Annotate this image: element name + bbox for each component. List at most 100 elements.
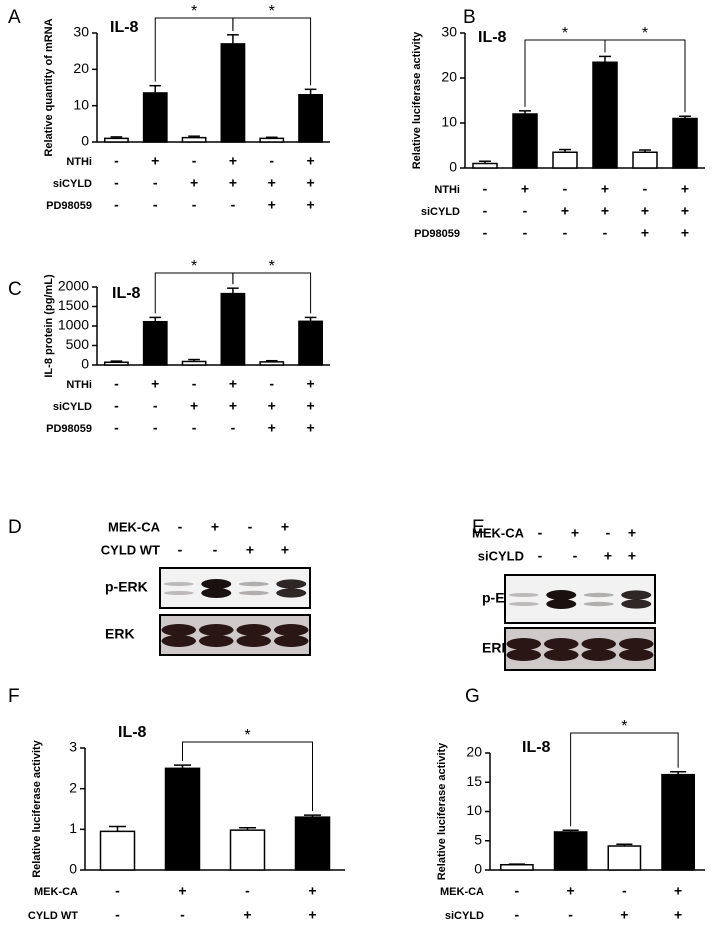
significance-label: * [269,3,275,20]
condition-sign: + [601,203,609,219]
condition-sign: - [192,197,197,213]
condition-sign: - [568,907,573,923]
condition-label: PD98059 [414,228,460,240]
blot-band [581,649,616,661]
condition-label: MEK-CA [108,519,161,534]
y-tick-label: 5 [474,831,482,847]
condition-sign: - [153,420,158,436]
condition-sign: - [563,225,568,241]
condition-sign: + [268,420,276,436]
condition-sign: + [308,907,316,923]
chart-title: IL-8 [118,724,147,741]
condition-sign: + [306,376,314,392]
y-tick-label: 0 [81,356,89,372]
significance-label: * [642,25,648,42]
condition-sign: - [114,175,119,191]
y-tick-label: 0 [474,861,482,877]
condition-sign: + [281,542,289,558]
condition-sign: + [628,548,636,564]
y-axis-label: IL-8 protein (pg/mL) [43,274,55,378]
bar [104,361,129,366]
blot-row-label: ERK [105,626,135,642]
blot-band [506,638,541,650]
condition-label: MEK-CA [440,886,484,898]
chart-title: IL-8 [478,29,507,46]
bar [552,151,578,169]
blot-band [236,635,271,647]
y-tick-label: 0 [69,861,77,877]
condition-label: siCYLD [53,178,92,190]
condition-sign: - [622,883,627,899]
y-tick-label: 10 [466,802,482,818]
condition-label: NTHi [434,184,460,196]
condition-sign: + [306,420,314,436]
condition-label: siCYLD [478,548,524,563]
significance-label: * [191,258,197,275]
condition-sign: - [114,153,119,169]
blot-band [544,649,579,661]
condition-sign: + [306,398,314,414]
bar [99,830,136,871]
condition-sign: + [306,197,314,213]
blot-band [276,588,307,598]
bar [607,845,642,871]
blot-band [199,624,234,636]
condition-sign: + [674,883,682,899]
blot-band [508,602,539,606]
blot-row-label: p-ERK [105,579,148,595]
condition-sign: - [192,420,197,436]
condition-sign: + [243,907,251,923]
bar [142,320,168,366]
condition-sign: - [180,907,185,923]
y-tick-label: 20 [73,60,89,76]
y-axis-label: Relative luciferase activity [31,739,43,877]
y-tick-label: 0 [81,133,89,149]
condition-sign: - [483,225,488,241]
bar [164,767,201,871]
condition-label: CYLD WT [101,542,160,557]
bar [181,136,207,143]
condition-sign: + [601,181,609,197]
condition-sign: - [573,548,578,564]
condition-sign: - [483,203,488,219]
blot-band [201,579,232,589]
condition-sign: - [192,153,197,169]
condition-sign: + [641,225,649,241]
significance-bracket [182,741,313,812]
condition-sign: + [229,153,237,169]
condition-sign: + [306,175,314,191]
bar [181,360,207,366]
blot-band [199,635,234,647]
condition-sign: + [641,203,649,219]
condition-sign: + [246,542,254,558]
y-tick-label: 500 [66,336,90,352]
blot-band [583,592,614,598]
blot-band [544,638,579,650]
y-tick-label: 2 [69,779,77,795]
panel-label: A [8,7,21,28]
blot-band [581,638,616,650]
bar [220,43,246,143]
condition-sign: + [308,883,316,899]
condition-sign: - [269,376,274,392]
blot-band [163,582,194,586]
condition-sign: + [268,398,276,414]
blot-band [546,599,577,609]
y-axis-label: Relative luciferase activity [436,742,448,880]
bar [298,94,323,143]
blot-band [236,624,271,636]
significance-label: * [621,718,627,735]
significance-bracket [232,17,312,86]
condition-label: NTHi [66,379,92,391]
bar [259,361,285,366]
blot-band [546,590,577,600]
bar [472,162,498,169]
condition-sign: - [538,525,543,541]
condition-label: MEK-CA [34,886,78,898]
condition-sign: - [114,420,119,436]
condition-sign: - [153,197,158,213]
y-tick-label: 1 [69,820,77,836]
condition-sign: + [229,398,237,414]
blot-band [506,649,541,661]
bar [512,113,538,169]
